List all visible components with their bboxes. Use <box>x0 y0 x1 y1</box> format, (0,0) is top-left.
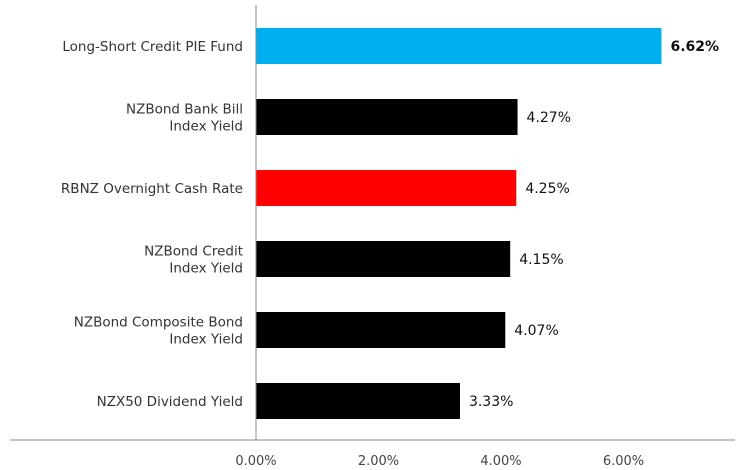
value-label-2: 4.25% <box>525 181 569 197</box>
value-label-3: 4.15% <box>519 252 563 268</box>
value-labels-group: 6.62% 4.27% 4.25% 4.15% 4.07% 3.33% <box>469 39 719 410</box>
category-label-3: NZBond Credit Index Yield <box>144 244 243 277</box>
bar-5 <box>256 383 460 419</box>
bar-4 <box>256 312 506 348</box>
value-label-5: 3.33% <box>469 394 513 410</box>
x-tick-label-3: 6.00% <box>603 454 644 469</box>
category-label-2: RBNZ Overnight Cash Rate <box>61 181 243 197</box>
value-label-4: 4.07% <box>514 323 558 339</box>
category-label-5: NZX50 Dividend Yield <box>97 394 243 410</box>
value-label-1: 4.27% <box>527 110 571 126</box>
value-label-0: 6.62% <box>670 39 719 55</box>
category-label-0: Long-Short Credit PIE Fund <box>62 39 243 55</box>
bars-group <box>256 28 662 419</box>
bar-0 <box>256 28 662 64</box>
x-tick-label-2: 4.00% <box>480 454 521 469</box>
category-label-1: NZBond Bank Bill Index Yield <box>126 102 243 135</box>
category-labels-group: Long-Short Credit PIE Fund NZBond Bank Bi… <box>61 39 243 410</box>
x-tick-labels-group: 0.00% 2.00% 4.00% 6.00% <box>235 454 644 469</box>
bar-2 <box>256 170 517 206</box>
bar-3 <box>256 241 511 277</box>
x-tick-label-1: 2.00% <box>358 454 399 469</box>
category-label-4: NZBond Composite Bond Index Yield <box>74 315 243 348</box>
bar-1 <box>256 99 518 135</box>
x-tick-label-0: 0.00% <box>235 454 276 469</box>
